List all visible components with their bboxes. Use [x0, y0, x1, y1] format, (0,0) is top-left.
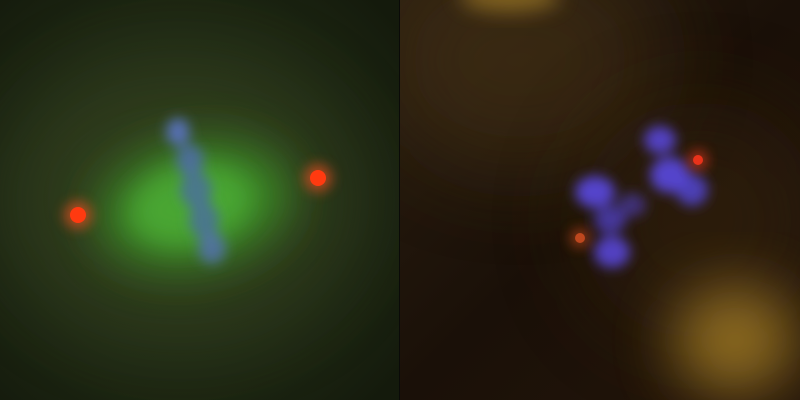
left-micrograph: [0, 0, 400, 400]
centrosome-right-panel-1: [688, 150, 708, 170]
scattered-chromosomes: [575, 126, 708, 268]
right-micrograph: [400, 0, 800, 400]
neighboring-cell: [673, 286, 797, 394]
bright-edge-top: [461, 0, 559, 12]
micrograph-panel-right: [400, 0, 800, 400]
out-of-focus-cell-top: [400, 0, 660, 170]
chromatin-metaphase-plate: [166, 118, 226, 264]
centrosome-right: [304, 164, 332, 192]
centrosome-right-panel-2: [570, 228, 590, 248]
micrograph-panel-left: [0, 0, 400, 400]
centrosome-left: [64, 201, 92, 229]
background-haze: [580, 100, 800, 340]
